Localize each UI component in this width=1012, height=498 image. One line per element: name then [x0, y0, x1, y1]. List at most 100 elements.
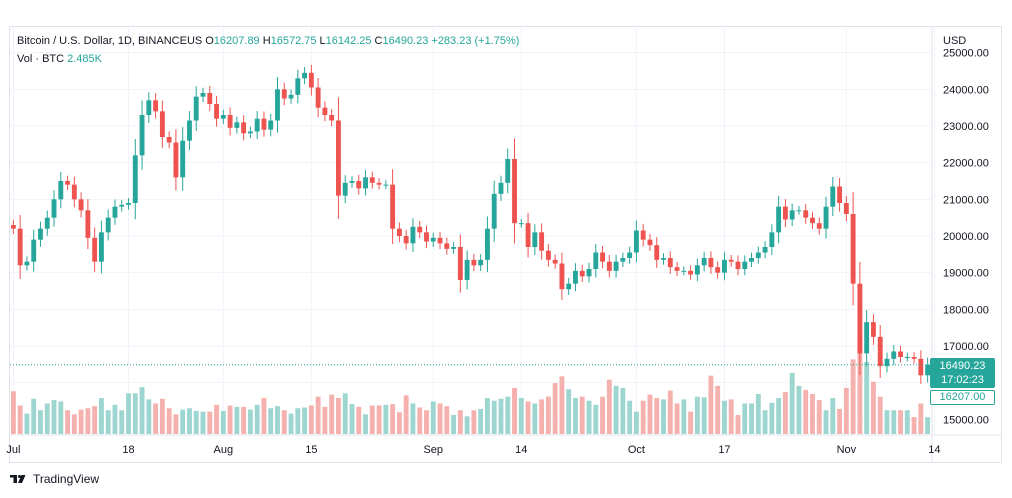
candle-body	[295, 78, 301, 95]
candle-body	[471, 259, 477, 266]
candle-body	[674, 267, 680, 271]
candle-body	[146, 100, 152, 115]
candle-body	[356, 181, 362, 189]
volume-bar	[295, 408, 301, 434]
candle-body	[200, 93, 206, 97]
volume-bar	[715, 385, 721, 434]
candle-body	[843, 203, 849, 214]
volume-bar	[498, 398, 504, 434]
volume-bar	[694, 396, 700, 434]
volume-bar	[918, 403, 924, 434]
volume-bar	[356, 406, 362, 434]
volume-bar	[701, 397, 707, 434]
volume-bar	[749, 403, 754, 434]
candle-body	[484, 228, 490, 260]
volume-bar	[288, 413, 294, 434]
volume-label: Vol · BTC	[17, 53, 65, 65]
candle-body	[457, 247, 463, 280]
tradingview-footer[interactable]: TradingView	[10, 472, 99, 486]
x-tick-label: 14	[515, 444, 527, 456]
candle-body	[92, 237, 98, 262]
volume-bar	[667, 390, 673, 434]
volume-bar	[850, 359, 856, 434]
volume-bar	[891, 410, 897, 434]
candle-body	[315, 87, 321, 108]
volume-bar	[132, 393, 138, 434]
candle-body	[498, 182, 504, 194]
volume-bar	[505, 396, 511, 434]
volume-bar	[369, 405, 375, 434]
volume-bar	[864, 362, 870, 434]
volume-bar	[728, 399, 734, 434]
volume-bar	[925, 417, 931, 434]
candle-body	[796, 210, 802, 212]
volume-bar	[24, 413, 30, 434]
volume-bar	[17, 405, 23, 434]
candle-body	[193, 96, 199, 121]
candle-body	[661, 258, 666, 260]
candle-body	[51, 199, 57, 218]
candle-body	[187, 120, 192, 141]
candle-body	[44, 217, 50, 229]
candle-body	[857, 283, 863, 354]
candle-body	[586, 269, 592, 277]
candle-body	[241, 122, 247, 134]
volume-bar	[227, 405, 233, 434]
candle-body	[891, 351, 897, 359]
candle-body	[410, 226, 416, 244]
candle-body	[444, 243, 450, 249]
volume-bar	[579, 396, 585, 434]
candle-body	[308, 72, 314, 88]
candle-body	[268, 120, 274, 130]
candle-body	[31, 239, 37, 262]
candle-body	[478, 259, 484, 266]
candle-body	[539, 232, 545, 251]
candle-body	[58, 181, 64, 200]
volume-bar	[430, 401, 436, 434]
candle-body	[214, 104, 219, 119]
y-tick-label: 18000.00	[943, 304, 989, 316]
candle-body	[877, 336, 883, 367]
candle-body	[532, 232, 538, 247]
volume-bar	[525, 401, 531, 434]
candle-body	[220, 115, 226, 119]
low-label: L	[319, 35, 326, 47]
x-tick-label: Nov	[837, 444, 857, 456]
volume-bar	[78, 409, 84, 434]
candle-body	[132, 155, 138, 203]
volume-bar	[308, 405, 314, 434]
candle-body	[633, 230, 639, 253]
candle-body	[254, 118, 260, 132]
candle-body	[789, 210, 795, 220]
candle-body	[715, 267, 721, 273]
volume-bar	[376, 405, 382, 434]
volume-bar	[870, 381, 876, 434]
candle-body	[911, 357, 917, 359]
volume-bar	[187, 408, 192, 434]
volume-bar	[112, 404, 118, 434]
candle-body	[247, 131, 253, 134]
candle-body	[722, 259, 727, 273]
volume-bar	[207, 411, 213, 434]
candle-body	[78, 199, 84, 211]
candle-body	[688, 270, 694, 275]
candle-body	[65, 181, 71, 185]
volume-bar	[593, 404, 599, 434]
candle-body	[126, 203, 131, 205]
candle-body	[38, 228, 43, 240]
candle-body	[10, 225, 16, 229]
volume-bar	[424, 410, 429, 434]
volume-bar	[166, 408, 172, 434]
volume-bar	[742, 403, 748, 434]
candle-body	[275, 89, 280, 121]
volume-bar	[823, 410, 829, 434]
candle-body	[173, 142, 179, 178]
y-tick-label: 22000.00	[943, 158, 989, 170]
volume-bar	[146, 399, 152, 434]
volume-bar	[65, 410, 71, 434]
candle-body	[559, 263, 565, 290]
candle-body	[898, 351, 903, 357]
volume-bar	[159, 398, 165, 434]
volume-bar	[573, 398, 578, 434]
